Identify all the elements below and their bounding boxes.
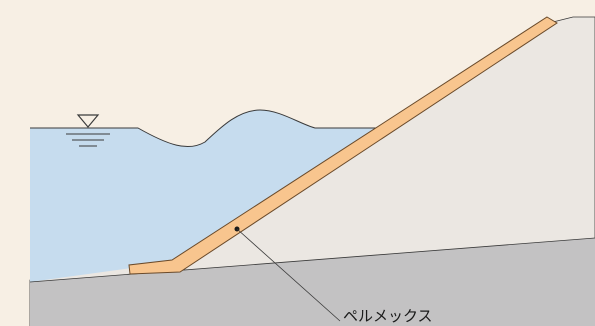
material-label: ペルメックス: [343, 307, 433, 325]
water-surface-line: [30, 109, 380, 148]
water-level-triangle-icon: [66, 114, 110, 147]
revetment-strip: [128, 16, 558, 275]
ground-surface-line: [29, 237, 595, 283]
water-body: [30, 110, 380, 282]
leader-line: [236, 228, 341, 322]
ground: [30, 238, 595, 326]
